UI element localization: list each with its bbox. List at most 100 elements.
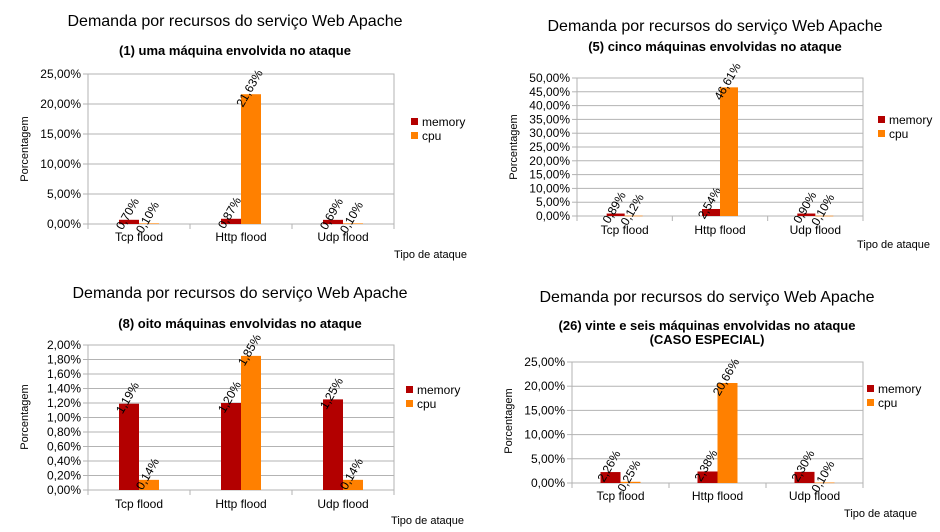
legend-label-cpu: cpu (889, 127, 908, 141)
y-tick-label: 45,00% (529, 85, 570, 99)
x-tick-label: Udp flood (317, 497, 368, 511)
y-tick-label: 10,00% (40, 157, 81, 171)
y-axis-label: Porcentagem (19, 116, 31, 181)
x-tick-label: Udp flood (789, 489, 840, 503)
chart-title: Demanda por recursos do serviço Web Apac… (73, 285, 408, 302)
bar-memory-udp-flood (323, 219, 343, 224)
y-tick-label: 15,00% (524, 403, 565, 417)
bar-memory-udp-flood (794, 471, 815, 483)
x-tick-label: Udp flood (317, 230, 368, 244)
legend-swatch-cpu (406, 400, 413, 407)
y-tick-label: 1,20% (47, 396, 81, 410)
legend-swatch-memory (867, 385, 874, 392)
x-tick-label: Tcp flood (596, 489, 644, 503)
y-tick-label: 20,00% (40, 97, 81, 111)
bar-cpu-http-flood (717, 383, 738, 483)
y-tick-label: 20,00% (524, 379, 565, 393)
y-tick-label: 5,00% (47, 187, 81, 201)
chart-title: Demanda por recursos do serviço Web Apac… (548, 18, 883, 35)
legend-label-cpu: cpu (417, 397, 436, 411)
y-tick-label: 35,00% (529, 112, 570, 126)
y-tick-label: 25,00% (40, 67, 81, 81)
legend-label-cpu: cpu (878, 396, 897, 410)
y-tick-label: 5,00% (531, 452, 565, 466)
y-tick-label: 0,00% (47, 217, 81, 231)
y-tick-label: 1,40% (47, 382, 81, 396)
y-tick-label: 20,00% (529, 154, 570, 168)
y-tick-label: 0,40% (47, 454, 81, 468)
chart-subtitle-line-2: (CASO ESPECIAL) (650, 332, 765, 347)
x-axis-label: Tipo de ataque (857, 239, 930, 251)
bar-cpu-udp-flood (815, 215, 834, 217)
y-tick-label: 0,00% (47, 483, 81, 497)
legend-swatch-memory (878, 116, 885, 123)
bar-memory-http-flood (697, 471, 718, 483)
y-tick-label: 30,00% (529, 126, 570, 140)
chart-subtitle: (5) cinco máquinas envolvidas no ataque (588, 39, 842, 54)
y-tick-label: 40,00% (529, 99, 570, 113)
bar-memory-tcp-flood (600, 472, 621, 483)
chart-title: Demanda por recursos do serviço Web Apac… (68, 13, 403, 30)
x-axis-label: Tipo de ataque (844, 508, 917, 520)
legend-label-cpu: cpu (422, 129, 441, 143)
chart-3: Demanda por recursos do serviço Web Apac… (19, 285, 464, 527)
chart-1: Demanda por recursos do serviço Web Apac… (19, 13, 467, 261)
bar-cpu-tcp-flood (624, 215, 643, 217)
y-tick-label: 0,80% (47, 425, 81, 439)
legend-label-memory: memory (422, 115, 465, 129)
bar-memory-tcp-flood (119, 219, 139, 224)
chart-4: Demanda por recursos do serviço Web Apac… (503, 289, 921, 520)
bar-memory-udp-flood (323, 399, 343, 490)
bar-cpu-udp-flood (343, 479, 363, 490)
legend-swatch-cpu (867, 399, 874, 406)
x-tick-label: Tcp flood (115, 230, 163, 244)
bar-memory-http-flood (702, 208, 720, 216)
data-label: 0,87% (215, 194, 244, 231)
y-tick-label: 25,00% (524, 355, 565, 369)
legend-swatch-memory (406, 386, 413, 393)
bar-cpu-tcp-flood (620, 481, 641, 483)
chart-subtitle: (8) oito máquinas envolvidas no ataque (118, 316, 361, 331)
legend-label-memory: memory (417, 383, 460, 397)
y-tick-label: 5,00% (536, 195, 570, 209)
bar-cpu-http-flood (241, 355, 261, 490)
chart-subtitle: (1) uma máquina envolvida no ataque (119, 43, 351, 58)
x-axis-label: Tipo de ataque (391, 515, 464, 527)
legend-swatch-cpu (878, 130, 885, 137)
x-tick-label: Http flood (692, 489, 743, 503)
bar-cpu-tcp-flood (139, 223, 159, 224)
x-tick-label: Http flood (694, 223, 745, 237)
y-tick-label: 15,00% (40, 127, 81, 141)
y-axis-label: Porcentagem (503, 388, 515, 453)
bar-memory-http-flood (221, 403, 241, 490)
bar-memory-http-flood (221, 218, 241, 224)
x-tick-label: Http flood (215, 497, 266, 511)
y-tick-label: 50,00% (529, 71, 570, 85)
bar-cpu-http-flood (241, 94, 261, 224)
bar-memory-tcp-flood (119, 403, 139, 490)
y-tick-label: 25,00% (529, 140, 570, 154)
x-axis-label: Tipo de ataque (394, 249, 467, 261)
legend-swatch-memory (411, 118, 418, 125)
y-tick-label: 1,80% (47, 353, 81, 367)
y-tick-label: 0,00% (536, 209, 570, 223)
y-tick-label: 15,00% (529, 168, 570, 182)
bar-cpu-udp-flood (343, 223, 363, 224)
y-tick-label: 1,00% (47, 411, 81, 425)
y-tick-label: 10,00% (529, 181, 570, 195)
bar-cpu-udp-flood (814, 482, 835, 484)
chart-subtitle: (26) vinte e seis máquinas envolvidas no… (559, 318, 856, 333)
bar-memory-udp-flood (797, 213, 816, 216)
y-tick-label: 0,00% (531, 476, 565, 490)
x-tick-label: Tcp flood (115, 497, 163, 511)
y-axis-label: Porcentagem (19, 384, 31, 449)
y-tick-label: 2,00% (47, 338, 81, 352)
y-tick-label: 0,20% (47, 469, 81, 483)
y-tick-label: 0,60% (47, 440, 81, 454)
y-tick-label: 10,00% (524, 428, 565, 442)
